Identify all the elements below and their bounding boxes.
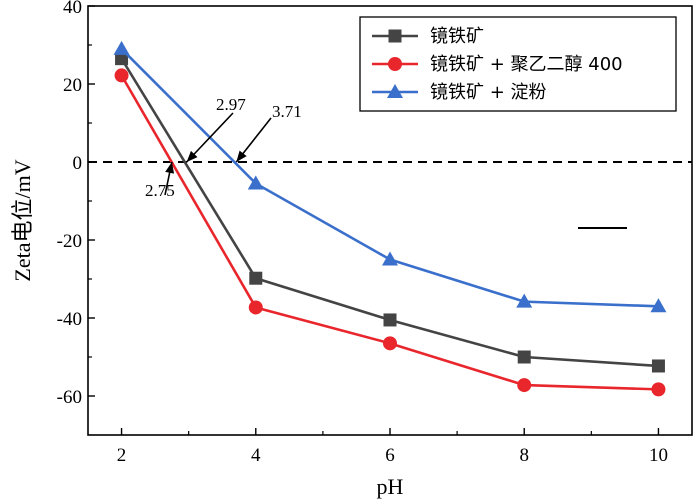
x-tick-label-4: 4 [251, 445, 261, 466]
data-point-s0-3 [517, 350, 531, 364]
x-tick-label-8: 8 [519, 445, 529, 466]
x-tick-label-10: 10 [649, 445, 668, 466]
legend-marker-0 [388, 29, 402, 43]
data-point-s1-0 [114, 68, 129, 83]
annotation-arrow-1-shaft [186, 112, 234, 163]
annotation-label-1: 2.97 [216, 95, 246, 114]
y-tick-label-20: 20 [63, 75, 82, 96]
y-tick-label-0: 0 [73, 153, 83, 174]
data-point-s2-2 [382, 251, 398, 266]
y-tick-label-40: 40 [63, 0, 82, 18]
data-point-s2-0 [113, 40, 130, 55]
data-point-s1-2 [383, 336, 397, 351]
legend-label-2: 镜铁矿 + 淀粉 [430, 82, 547, 103]
annotation-label-0: 2.75 [145, 181, 175, 200]
legend-marker-1 [388, 57, 402, 71]
data-point-s0-1 [249, 271, 263, 285]
y-tick-label--60: -60 [57, 387, 82, 408]
data-point-s2-3 [516, 293, 533, 308]
annotation-arrow-2-head [236, 150, 247, 162]
annotation-label-2: 3.71 [272, 102, 302, 121]
y-tick-label--20: -20 [57, 231, 82, 252]
x-tick-label-2: 2 [117, 445, 127, 466]
legend-label-0: 镜铁矿 [430, 26, 484, 47]
data-point-s2-4 [650, 298, 667, 313]
data-point-s2-1 [247, 175, 264, 190]
y-axis-title: Zeta电位/mV [10, 159, 35, 281]
data-point-s1-1 [248, 300, 263, 315]
y-tick-label--40: -40 [57, 309, 82, 330]
legend-marker-2 [387, 84, 403, 98]
data-point-s0-4 [651, 359, 665, 373]
data-point-s1-3 [517, 378, 532, 393]
x-axis-title: pH [377, 474, 404, 499]
x-tick-label-6: 6 [385, 445, 395, 466]
data-point-s1-4 [651, 382, 666, 397]
legend-label-1: 镜铁矿 + 聚乙二醇 400 [430, 54, 623, 75]
data-point-s0-0 [115, 52, 129, 66]
data-point-s0-2 [383, 313, 397, 327]
annotation-arrow-0-head [165, 162, 175, 174]
annotation-arrow-1-head [186, 150, 198, 162]
